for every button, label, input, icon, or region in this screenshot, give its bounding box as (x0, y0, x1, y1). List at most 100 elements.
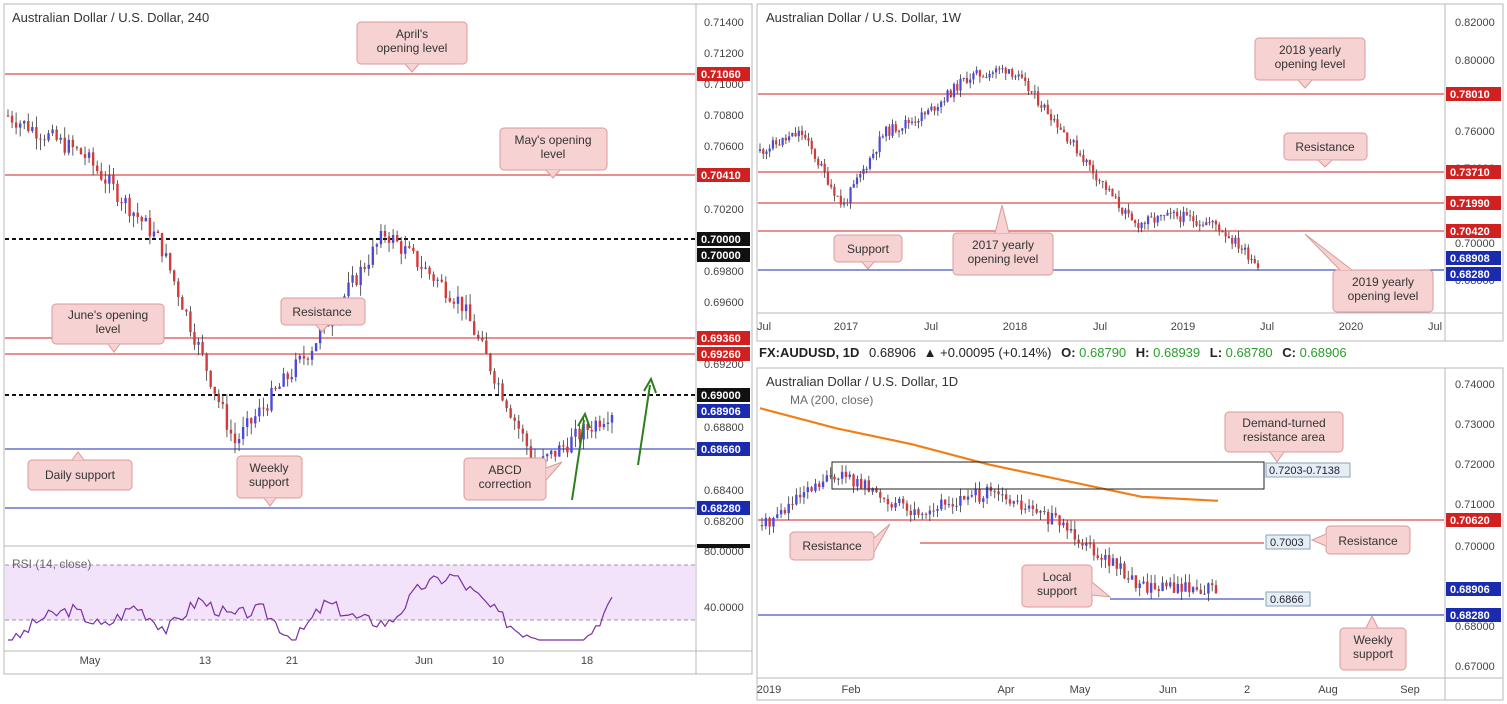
time-tick-label: 2019 (1171, 321, 1195, 333)
candle-bull (856, 478, 859, 487)
price-tick-label: 0.74000 (1455, 379, 1495, 391)
candle-bear (400, 241, 403, 254)
candle-bear (1046, 104, 1049, 115)
annotation-2017-yearly-opening: 2017 yearly opening level (952, 204, 1054, 276)
candle-bear (250, 418, 253, 424)
h4-time-axis: May 13 21 Jun 10 18 (80, 655, 594, 667)
candle-bear (813, 149, 817, 159)
candle-bear (156, 231, 160, 233)
price-tag (1446, 87, 1501, 101)
d1-price-tags: 0.70620 0.68906 0.68280 (1446, 513, 1501, 622)
candle-bear (1011, 69, 1014, 77)
annotation-line: 2019 yearly (1352, 275, 1414, 289)
h4-title: Australian Dollar / U.S. Dollar, 240 (12, 10, 209, 25)
annotation-w1-support: Support (833, 234, 903, 270)
price-tag-label: 0.70000 (701, 250, 741, 262)
candle-bear (844, 471, 848, 478)
candle-bear (1037, 91, 1040, 106)
low-value: 0.68780 (1226, 345, 1273, 360)
candle-bear (810, 487, 813, 492)
price-tick-label: 0.72000 (1455, 459, 1495, 471)
candle-bear (493, 371, 496, 384)
candle-bull (910, 121, 914, 123)
candle-bull (982, 498, 985, 502)
candle-bull (582, 423, 585, 440)
candle-bear (1073, 529, 1077, 540)
price-tick-label: 0.68200 (704, 516, 744, 528)
candle-bear (839, 195, 842, 205)
candle-bear (1143, 222, 1146, 225)
annotation-2018-yearly-opening: 2018 yearly opening level (1254, 37, 1366, 89)
candle-bear (1165, 582, 1168, 587)
candle-bull (940, 499, 943, 510)
candle-bull (791, 132, 794, 137)
price-tag (697, 347, 750, 361)
candle-bear (1176, 211, 1179, 217)
candle-bear (1082, 154, 1085, 163)
annotation-text: Resistance (1338, 534, 1398, 548)
candle-bull (549, 450, 553, 455)
candle-bull (290, 377, 293, 380)
price-tick-label: 0.71200 (704, 48, 744, 60)
candle-bull (1234, 237, 1237, 244)
zone-label: 0.7203-0.7138 (1265, 462, 1351, 478)
price-tick-label: 0.68000 (1455, 621, 1495, 633)
candle-bull (936, 107, 939, 111)
candle-bear (140, 216, 143, 222)
candle-bear (1188, 582, 1191, 593)
candle-bear (1096, 555, 1099, 558)
candle-bear (1240, 248, 1243, 250)
candle-bear (1231, 237, 1234, 244)
price-tag-label: 0.70420 (1450, 226, 1490, 238)
candle-bear (1031, 505, 1035, 509)
annotation-text: ABCD correction (479, 463, 532, 491)
candle-bull (245, 418, 249, 427)
candle-bull (952, 84, 956, 98)
candle-bull (875, 151, 878, 154)
price-tag-label: 0.73710 (1450, 167, 1490, 179)
candle-bull (788, 136, 791, 141)
symbol-label: FX:AUDUSD, 1D (759, 345, 859, 360)
candle-bear (408, 246, 411, 248)
candle-bull (1172, 211, 1176, 214)
price-tick-label: 0.70800 (704, 110, 744, 122)
candle-bull (1104, 554, 1107, 560)
candle-bull (1085, 159, 1088, 163)
annotation-line: Weekly (1353, 633, 1392, 647)
candle-bear (100, 171, 103, 180)
price-tick-label: 0.71000 (1455, 499, 1495, 511)
candle-bull (1250, 258, 1253, 260)
candle-bear (554, 450, 557, 457)
d1-panel-frame (756, 367, 1504, 701)
candle-bear (75, 147, 79, 149)
candle-bear (432, 274, 435, 281)
candle-bear (472, 321, 476, 335)
candle-bear (505, 400, 508, 409)
annotation-text: Weekly support (1353, 633, 1394, 661)
price-tag (697, 388, 750, 402)
candle-bear (83, 154, 87, 158)
resistance-level-label: 0.7003 (1265, 534, 1311, 550)
candle-bear (932, 510, 935, 512)
candle-bear (1069, 141, 1072, 143)
candle-bull (152, 231, 156, 237)
demand-turned-resistance-zone (831, 461, 1265, 490)
candle-bull (1014, 76, 1017, 78)
rsi-tick-label: 40.0000 (704, 602, 744, 614)
annotation-line: correction (479, 477, 532, 491)
resistance-level-text: 0.7003 (1270, 537, 1304, 549)
price-tick-label: 0.69200 (704, 359, 744, 371)
candle-bear (778, 144, 781, 146)
ma-label: MA (200, close) (790, 393, 873, 407)
candle-bear (173, 270, 176, 282)
candle-bull (347, 282, 350, 297)
candle-bear (485, 340, 488, 355)
candle-bull (939, 101, 943, 108)
price-tick-label: 0.80000 (1455, 55, 1495, 67)
annotation-demand-turned-resistance: Demand-turned resistance area (1224, 411, 1344, 463)
candle-bull (367, 264, 370, 269)
candle-bear (993, 491, 996, 493)
time-tick-label: May (80, 655, 101, 667)
candle-bull (821, 481, 825, 488)
